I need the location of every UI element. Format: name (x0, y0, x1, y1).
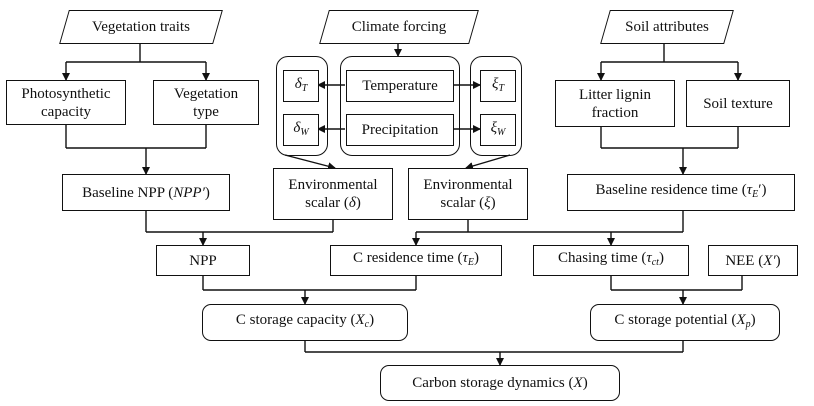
xi-t-subscript: T (498, 82, 504, 94)
xi-t-symbol: ξ (492, 75, 499, 92)
c-residence-subscript: E (467, 257, 475, 268)
xi-w-box: ξW (480, 114, 516, 146)
baseline-residence-time-box: Baseline residence time (τE′) (567, 174, 795, 211)
npp-label: NPP (189, 252, 217, 269)
baseline-residence-prime: ′ (758, 182, 762, 198)
env-scalar-delta-line1: Environmental (288, 177, 378, 193)
vegetation-traits-node: Vegetation traits (56, 10, 226, 44)
climate-forcing-node: Climate forcing (316, 10, 482, 44)
c-residence-time-box: C residence time (τE) (330, 245, 502, 276)
potential-suffix: ) (750, 312, 756, 328)
temperature-box: Temperature (346, 70, 454, 102)
baseline-npp-variable: NPP′ (173, 184, 205, 201)
dynamics-variable: X (573, 375, 583, 391)
dynamics-suffix: ) (582, 375, 588, 391)
c-residence-prefix: C residence time ( (352, 250, 463, 266)
env-scalar-xi-line2-prefix: scalar ( (440, 195, 485, 211)
xi-w-symbol: ξ (490, 119, 498, 136)
potential-variable: X (736, 312, 746, 328)
capacity-variable: X (355, 312, 365, 328)
delta-t-box: δT (283, 70, 319, 102)
baseline-npp-box: Baseline NPP (NPP′) (62, 174, 230, 211)
nee-variable: X′ (763, 252, 776, 269)
environmental-scalar-delta-box: Environmental scalar (δ) (273, 168, 393, 220)
baseline-residence-prefix: Baseline residence time ( (595, 182, 747, 198)
potential-prefix: C storage potential ( (614, 312, 737, 328)
capacity-subscript: c (364, 319, 370, 330)
xi-t-box: ξT (480, 70, 516, 102)
soil-texture-label: Soil texture (703, 95, 773, 112)
env-scalar-xi-suffix: ) (490, 195, 496, 211)
nee-suffix: ) (775, 252, 781, 269)
baseline-residence-variable: τ (746, 182, 753, 198)
capacity-suffix: ) (369, 312, 375, 328)
delta-w-subscript: W (300, 126, 309, 138)
dynamics-prefix: Carbon storage dynamics ( (412, 375, 574, 391)
nee-prefix: NEE ( (725, 252, 764, 269)
chasing-time-box: Chasing time (τct) (533, 245, 689, 276)
chasing-time-variable: τ (646, 250, 652, 266)
vegetation-type-box: Vegetation type (153, 80, 259, 125)
baseline-residence-suffix: ) (761, 182, 767, 198)
delta-t-subscript: T (301, 82, 308, 94)
env-scalar-delta-variable: δ (348, 195, 356, 211)
carbon-storage-dynamics-box: Carbon storage dynamics (X) (380, 365, 620, 401)
env-scalar-delta-suffix: ) (355, 195, 361, 211)
soil-attributes-node: Soil attributes (597, 10, 737, 44)
env-scalar-xi-variable: ξ (484, 195, 491, 211)
nee-box: NEE (X′) (708, 245, 798, 276)
env-scalar-delta-line2-prefix: scalar ( (305, 195, 349, 211)
c-residence-suffix: ) (474, 250, 480, 266)
chasing-time-suffix: ) (658, 250, 664, 266)
soil-texture-box: Soil texture (686, 80, 790, 127)
capacity-prefix: C storage capacity ( (235, 312, 356, 328)
potential-subscript: p (745, 319, 751, 330)
delta-t-symbol: δ (294, 75, 302, 92)
xi-w-subscript: W (497, 126, 506, 138)
npp-box: NPP (156, 245, 250, 276)
environmental-scalar-xi-box: Environmental scalar (ξ) (408, 168, 528, 220)
connector-xi-group-to-env (465, 154, 511, 170)
c-storage-capacity-box: C storage capacity (Xc) (202, 304, 408, 341)
litter-lignin-label: Litter lignin fraction (578, 86, 652, 121)
baseline-residence-subscript: E (752, 189, 759, 200)
vegetation-traits-label: Vegetation traits (92, 18, 190, 35)
climate-drivers-group (340, 56, 460, 156)
c-storage-potential-box: C storage potential (Xp) (590, 304, 780, 341)
climate-forcing-label: Climate forcing (351, 18, 447, 35)
temperature-label: Temperature (362, 78, 438, 94)
env-scalar-xi-line1: Environmental (423, 177, 513, 193)
photosynthetic-capacity-label: Photosynthetic capacity (21, 85, 111, 120)
baseline-npp-prefix: Baseline NPP ( (82, 184, 174, 201)
delta-w-symbol: δ (293, 119, 301, 136)
connector-delta-group-to-env (284, 154, 336, 171)
precipitation-label: Precipitation (361, 122, 439, 138)
soil-attributes-label: Soil attributes (625, 18, 709, 35)
litter-lignin-box: Litter lignin fraction (555, 80, 675, 127)
xi-scalar-group (470, 56, 522, 156)
delta-w-box: δW (283, 114, 319, 146)
photosynthetic-capacity-box: Photosynthetic capacity (6, 80, 126, 125)
vegetation-type-label: Vegetation type (173, 85, 239, 120)
chasing-time-subscript: ct (651, 257, 659, 268)
chasing-time-prefix: Chasing time ( (558, 250, 647, 266)
precipitation-box: Precipitation (346, 114, 454, 146)
c-residence-variable: τ (462, 250, 468, 266)
baseline-npp-suffix: ) (204, 184, 210, 201)
delta-scalar-group (276, 56, 328, 156)
